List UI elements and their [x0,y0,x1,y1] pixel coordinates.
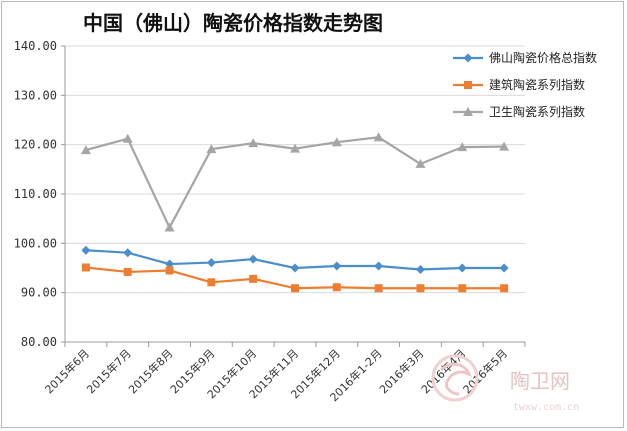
x-tick-label: 2016年3月 [376,346,426,396]
grid-lines [65,45,525,294]
watermark-logo-icon [431,354,479,402]
data-point [457,142,468,152]
watermark: 陶卫网 twxw.com.cn [431,354,579,413]
data-point [81,245,91,255]
y-tick-label: 130.00 [14,88,57,102]
data-point [206,258,216,268]
y-tick-label: 90.00 [21,286,57,300]
data-point [416,284,425,293]
x-tick-label: 2015年6月 [42,346,92,396]
data-point [415,264,425,274]
data-point [165,259,175,269]
data-point [81,263,90,272]
axes [61,45,526,347]
data-point [332,283,341,292]
legend-item-3: 卫生陶瓷系列指数 [453,104,585,119]
data-point [291,284,299,293]
data-point [500,284,509,293]
data-point [332,261,342,271]
data-point [374,284,383,293]
data-point [207,278,216,287]
legend-marker-icon [464,81,472,89]
data-point [248,254,258,264]
legend-item-2: 建筑陶瓷系列指数 [453,77,585,92]
y-tick-label: 100.00 [14,236,57,250]
x-tick-label: 2015年8月 [125,346,175,396]
data-point [415,158,426,168]
legend-label: 佛山陶瓷价格总指数 [489,50,597,65]
data-point [290,143,300,153]
series-group [80,132,510,293]
y-axis-ticks: 80.00 90.00 100.00 110.00 120.00 130.00 140.00 [14,39,57,349]
legend-marker-icon [463,53,473,63]
data-point [499,141,510,151]
x-tick-label: 2015年7月 [84,346,134,396]
y-tick-label: 120.00 [14,138,57,152]
data-point [290,263,300,273]
data-point [331,137,342,147]
y-tick-label: 80.00 [21,335,57,349]
legend-marker-icon [463,107,473,116]
y-tick-label: 110.00 [14,187,57,201]
watermark-url: twxw.com.cn [513,402,579,413]
data-point [80,145,91,155]
data-point [374,261,384,271]
chart-title: 中国（佛山）陶瓷价格指数走势图 [83,11,383,35]
data-point [499,263,509,273]
data-point [123,267,132,276]
data-point [249,274,258,283]
series-3 [80,132,510,232]
series-2 [81,263,509,293]
legend-label: 建筑陶瓷系列指数 [489,77,585,92]
watermark-text: 陶卫网 [510,369,570,393]
data-point [457,263,467,273]
data-point [122,133,133,143]
data-point [373,132,384,142]
y-tick-label: 140.00 [14,39,57,53]
data-point [123,248,133,258]
data-point [458,284,467,293]
data-point [206,144,217,154]
data-point [164,222,175,232]
legend-item-1: 佛山陶瓷价格总指数 [453,50,597,65]
legend-label: 卫生陶瓷系列指数 [489,104,585,119]
data-point [248,138,259,148]
series-1 [81,245,509,274]
data-point [165,266,174,275]
